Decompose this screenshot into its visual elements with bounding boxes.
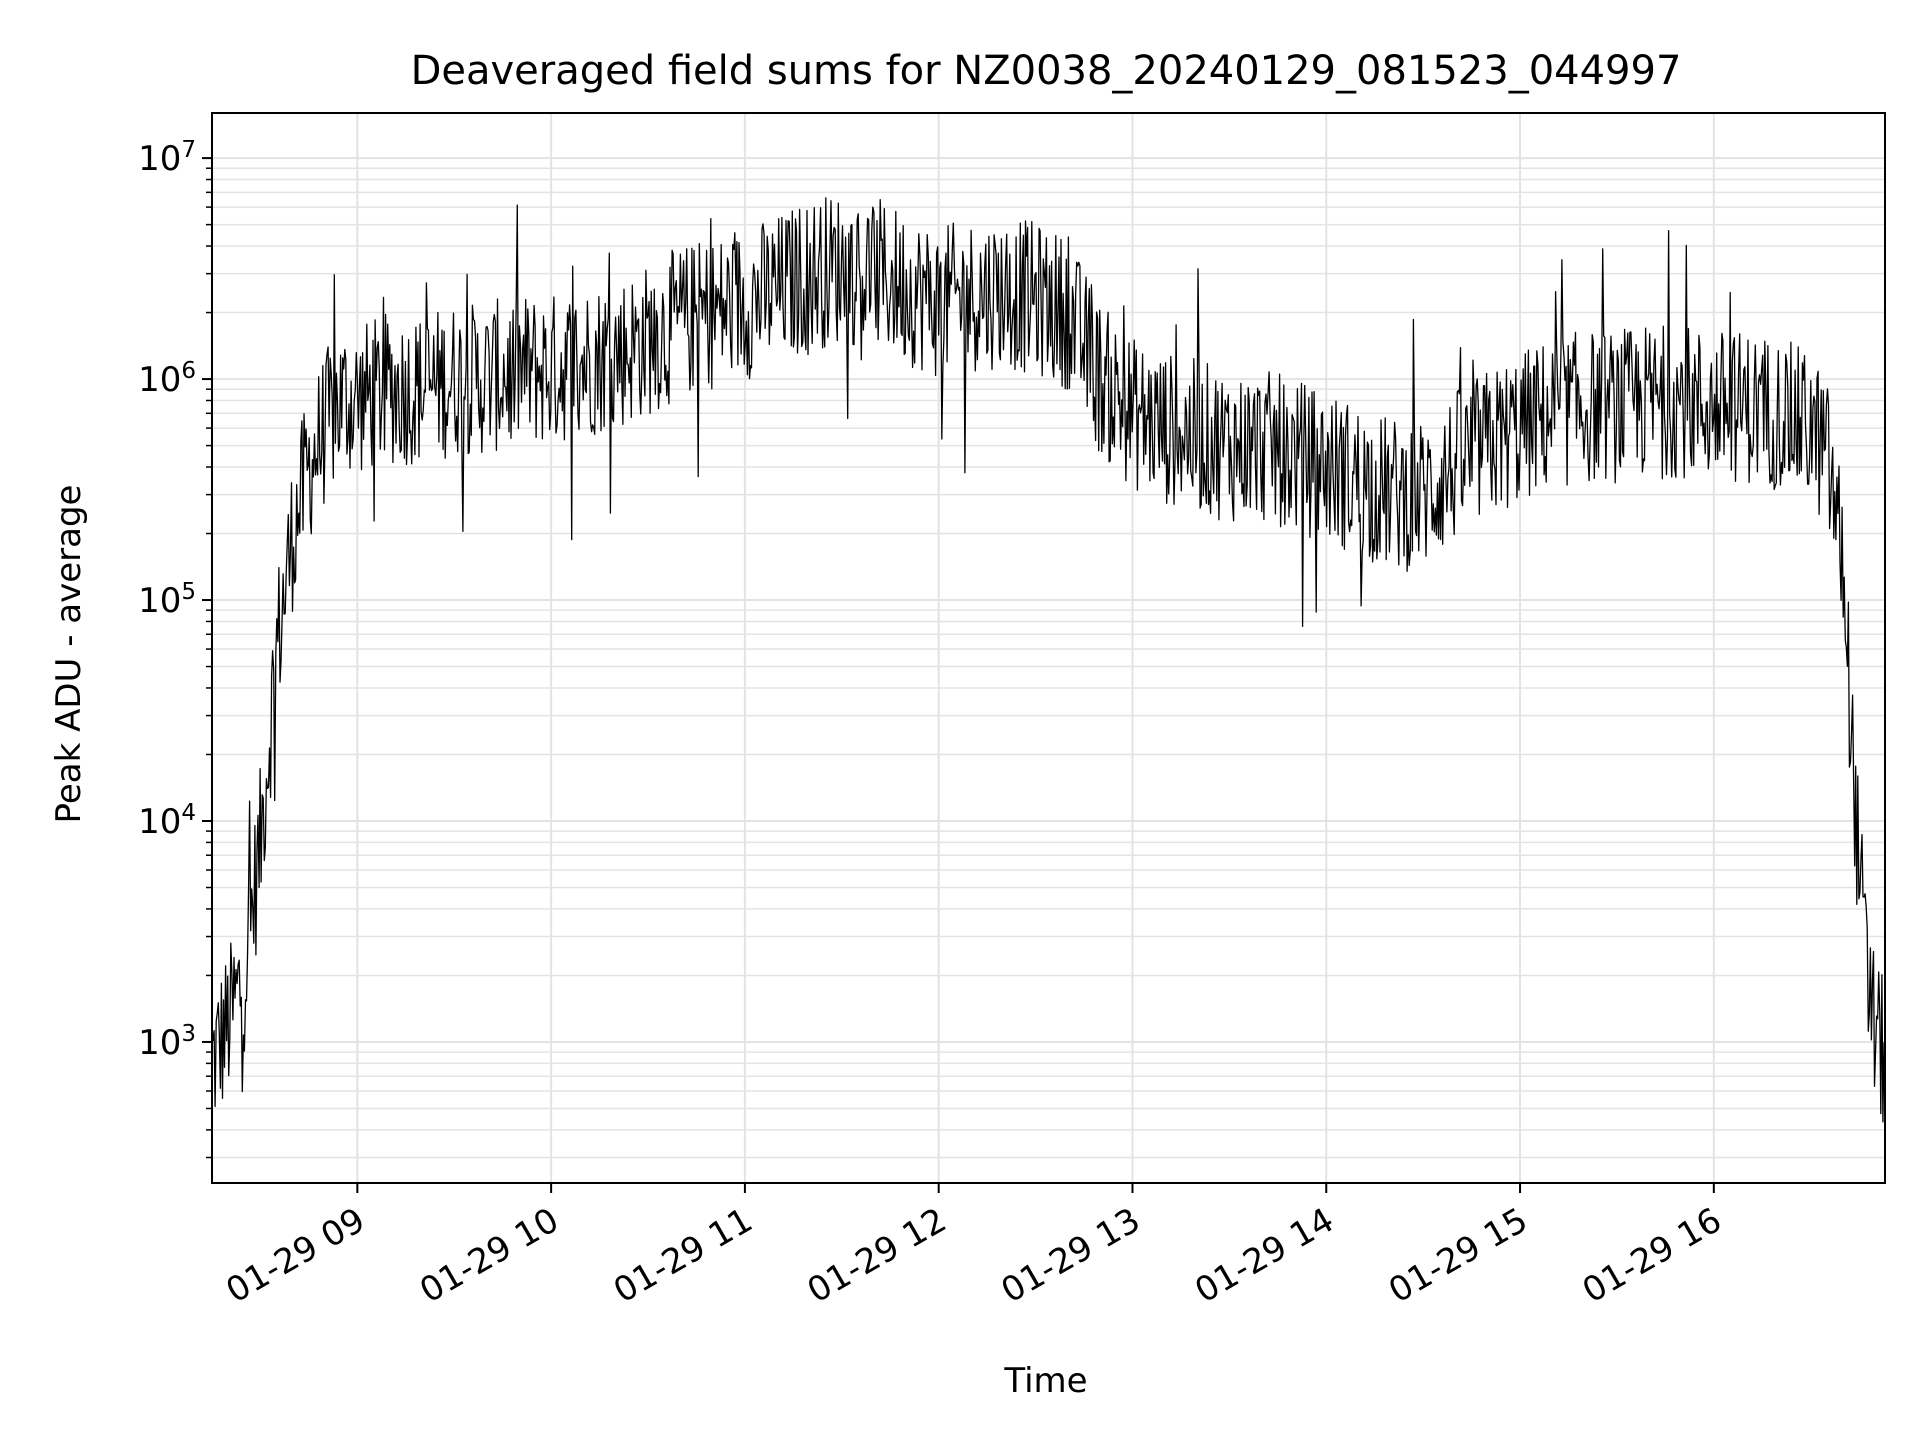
y-tick-label: 107	[138, 137, 196, 179]
series-layer	[211, 197, 1886, 1123]
grid	[212, 113, 1885, 1183]
series-line	[211, 197, 1886, 1123]
chart-title: Deaveraged field sums for NZ0038_2024012…	[411, 48, 1682, 94]
y-axis-label: Peak ADU - average	[49, 485, 89, 824]
x-axis-label: Time	[1003, 1361, 1087, 1401]
plot-frame	[211, 112, 1886, 1184]
